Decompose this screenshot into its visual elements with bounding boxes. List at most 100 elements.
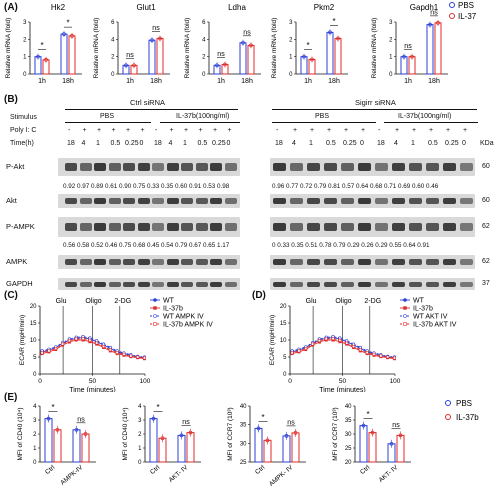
panel-label-c: (C) xyxy=(4,290,18,301)
y-tick-label: 3 xyxy=(23,20,27,26)
x-axis-label: Time (minutes) xyxy=(69,387,115,392)
blot-band xyxy=(224,163,237,171)
y-tick-label: 4 xyxy=(202,37,206,43)
blot-band xyxy=(195,198,208,205)
blot-band xyxy=(94,163,106,171)
polyic-value: + xyxy=(361,127,366,134)
y-tick-label: 40 xyxy=(240,404,247,410)
polyic-value: + xyxy=(111,127,116,134)
blot-strip xyxy=(270,158,475,176)
chart-a-hk2: Hk2 Relative mRNA (fold) 0 1 2 3 * 1h * 18h xyxy=(5,3,82,85)
blot-band xyxy=(409,259,422,266)
time-value: 18 xyxy=(275,140,283,147)
ecar-point xyxy=(115,351,119,355)
ecar-point xyxy=(372,352,376,356)
y-tick-label: 30 xyxy=(240,441,247,447)
blot-band xyxy=(94,281,106,287)
time-value: 4 xyxy=(81,140,86,147)
blot-band xyxy=(375,198,388,205)
chart-a-gapdh1: Gapdh1 Relative mRNA (fold) 0 1 2 3 ns 1h ns 18h xyxy=(371,3,448,85)
time-value: 4 xyxy=(292,140,296,147)
blot-band xyxy=(426,163,439,171)
sig-label: ns xyxy=(243,29,251,36)
bar-il37 xyxy=(434,22,442,75)
x-tick-label: 1h xyxy=(404,78,412,85)
time-value: 4 xyxy=(168,140,173,147)
ecar-point xyxy=(74,337,78,341)
blot-band xyxy=(94,223,106,232)
legend-a: PBS IL-37 xyxy=(449,1,477,21)
x-tick-label: Ctrl xyxy=(44,464,57,476)
y-tick-label: 40 xyxy=(345,404,352,410)
y-tick-label: 2 xyxy=(33,432,37,438)
blot-band xyxy=(195,281,208,287)
sig-label: ns xyxy=(404,43,412,50)
chart-a-pkm2: Pkm2 Relative mRNA (fold) 0 1 2 3 * 1h * 18h xyxy=(271,3,348,85)
ecar-point xyxy=(129,354,133,358)
time-value: 0.25 xyxy=(125,140,139,147)
ecar-series-line xyxy=(291,336,395,358)
sig-label: * xyxy=(66,19,69,28)
ecar-point xyxy=(54,346,58,350)
y-tick-label: 3 xyxy=(138,418,142,424)
y-axis-label: ECAR (mpH/min) xyxy=(19,315,26,365)
ecar-series-line xyxy=(41,337,145,359)
time-value: 0.25 xyxy=(343,140,357,147)
blot-band xyxy=(166,163,179,171)
bar-il37 xyxy=(334,37,342,75)
blot-row-label: P-AMPK xyxy=(6,222,35,231)
y-tick-label: 25 xyxy=(240,460,247,466)
pbs-line-right xyxy=(272,122,376,123)
blot-band xyxy=(392,223,405,232)
blot-band xyxy=(443,259,456,266)
blot-strip xyxy=(270,217,475,237)
ecar-point xyxy=(311,342,315,346)
blot-band xyxy=(273,259,286,266)
y-tick-label: 35 xyxy=(240,423,247,429)
time-value: 0 xyxy=(139,140,144,147)
legend-marker xyxy=(153,314,157,318)
y-tick-label: 15 xyxy=(30,321,37,327)
blot-band xyxy=(123,198,135,205)
y-axis-label: MFI of CD40 (10⁴) xyxy=(17,408,24,461)
ecar-point xyxy=(352,344,356,348)
blot-band xyxy=(181,198,193,205)
y-axis-label: MFI of CCR7 (10³) xyxy=(227,407,234,460)
ecar-point xyxy=(379,354,383,358)
ecar-point xyxy=(290,351,294,355)
polyic-value: + xyxy=(97,127,102,134)
bar-il37b xyxy=(81,433,90,463)
x-tick-label: AMPK-IV xyxy=(59,464,84,487)
time-value: 4 xyxy=(394,140,398,147)
group-label-sigirr-sirna: Sigirr siRNA xyxy=(355,98,396,107)
y-tick-label: 0 xyxy=(289,72,293,78)
blot-band xyxy=(324,259,337,266)
ecar-point xyxy=(331,337,335,341)
blot-band xyxy=(443,198,456,205)
time-value: 1 xyxy=(96,140,100,147)
y-tick-label: 3 xyxy=(33,418,37,424)
ecar-point xyxy=(47,349,51,353)
x-tick-label: AKT- IV xyxy=(378,464,400,484)
blot-strip xyxy=(58,278,240,290)
time-value: 0.5 xyxy=(428,140,438,147)
time-value: 0.25 xyxy=(445,140,459,147)
blot-band xyxy=(195,259,208,266)
legend-marker xyxy=(403,322,407,326)
blot-band xyxy=(79,223,92,232)
legend-e: PBS IL-37b xyxy=(445,399,479,422)
polyic-value: + xyxy=(344,127,349,134)
bar-pbs xyxy=(60,33,68,75)
blot-band xyxy=(324,223,337,232)
time-value: 0.25 xyxy=(212,140,226,147)
y-tick-label: 1 xyxy=(33,446,37,452)
blot-band xyxy=(152,259,164,266)
blot-band xyxy=(460,198,473,205)
blot-band xyxy=(392,281,405,287)
polyic-value: + xyxy=(429,127,434,134)
blot-band xyxy=(224,198,237,205)
panel-label-e: (E) xyxy=(4,392,18,403)
ecar-point xyxy=(304,346,308,350)
blot-band xyxy=(358,259,371,266)
injection-marker-label: 2-DG xyxy=(114,298,131,305)
